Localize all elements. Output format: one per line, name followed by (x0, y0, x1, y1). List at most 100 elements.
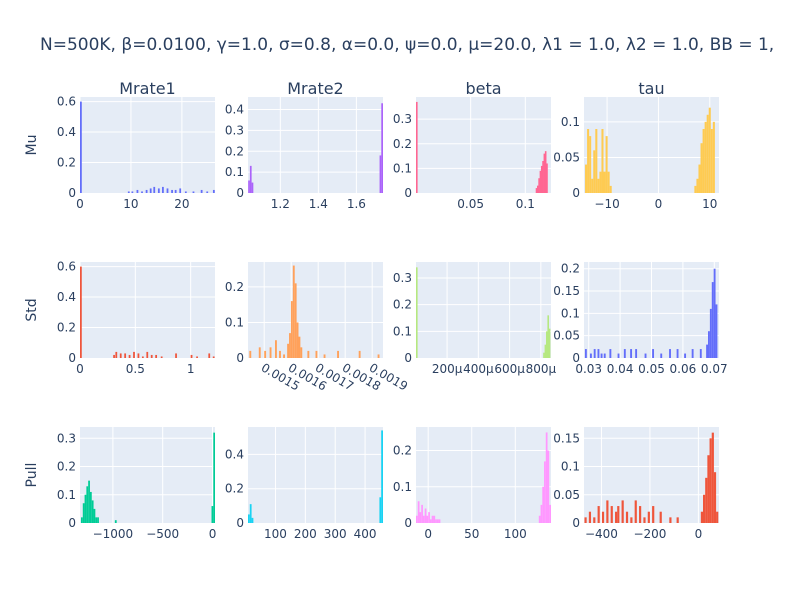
histogram-bar (258, 347, 261, 358)
histogram-bar (588, 511, 592, 523)
histogram-bar (175, 353, 177, 358)
histogram-bar (589, 353, 592, 358)
histogram-bar (89, 491, 92, 523)
histogram-bar (684, 353, 687, 358)
y-tick-label: 0 (236, 351, 244, 365)
x-tick-label: 800µ (526, 362, 557, 376)
y-tick-label: 0.2 (561, 262, 580, 276)
y-tick-label: 0.1 (393, 480, 412, 494)
histogram-bar (535, 188, 538, 193)
histogram-bar (676, 517, 679, 523)
histogram-bar (705, 477, 708, 523)
histogram-bar (643, 517, 646, 523)
histogram-bar (162, 186, 164, 193)
x-tick-label: 0.07 (701, 362, 728, 376)
histogram-bar (166, 188, 169, 193)
histogram-bar (709, 308, 712, 358)
y-tick-label: 0.2 (393, 137, 412, 151)
histogram-bar (337, 350, 339, 358)
y-tick-label: 0.3 (393, 271, 412, 285)
panel-std-mrate1: 0 0.2 0.4 0.6 0 0.5 1 (57, 260, 215, 376)
histogram-bar (716, 511, 719, 523)
histogram-bar (538, 515, 541, 523)
panel-background (416, 427, 551, 523)
bars (416, 267, 551, 358)
bars (585, 107, 715, 193)
histogram-bar (145, 189, 148, 193)
histogram-bar (212, 189, 215, 193)
histogram-bar (547, 450, 550, 523)
histogram-bar (669, 517, 672, 523)
figure-title: N=500K, β=0.0100, γ=1.0, σ=0.8, α=0.0, ψ… (40, 35, 774, 55)
histogram-bar (660, 353, 663, 358)
x-tick-label: 0 (76, 197, 84, 211)
x-tick-label: 400µ (463, 362, 494, 376)
x-tick-label: 300 (324, 527, 347, 541)
histogram-bar (93, 508, 96, 523)
histogram-bar (601, 511, 605, 523)
x-tick-label: −500 (146, 527, 179, 541)
y-tick-label: 0 (572, 186, 580, 200)
y-tick-label: 0 (68, 516, 76, 530)
histogram-bar (436, 519, 439, 523)
histogram-bar (601, 129, 604, 193)
histogram-bar (275, 340, 277, 358)
x-tick-label: 0.05 (638, 362, 665, 376)
histogram-bar (585, 164, 588, 193)
y-tick-label: 0.6 (57, 95, 76, 109)
histogram-bar (708, 331, 710, 358)
histogram-bar (610, 506, 613, 523)
histogram-bar (137, 353, 140, 358)
histogram-bar (249, 504, 252, 523)
histogram-bar (635, 349, 638, 358)
bars (248, 430, 383, 523)
column-title-beta: beta (465, 79, 501, 98)
histogram-bar (630, 517, 633, 523)
y-tick-label: 0.4 (225, 447, 244, 461)
histogram-bar (435, 519, 437, 523)
bars (249, 265, 380, 358)
x-tick-label: 50 (464, 527, 479, 541)
bars (416, 101, 548, 193)
row-label-mu: Mu (24, 135, 40, 156)
histogram-bar (416, 101, 418, 193)
histogram-bar (609, 349, 612, 358)
y-tick-label: 0 (404, 516, 412, 530)
y-tick-label: 0.2 (57, 460, 76, 474)
histogram-bar (149, 188, 152, 193)
histogram-bar (136, 189, 139, 193)
panel-background (416, 262, 551, 358)
histogram-bar (652, 349, 655, 358)
histogram-bar (694, 185, 697, 193)
histogram-bar (296, 322, 299, 358)
y-tick-label: 0.1 (393, 324, 412, 338)
x-tick-label: 0 (76, 362, 84, 376)
histogram-bar (606, 500, 609, 523)
x-tick-label: 200 (294, 527, 317, 541)
histogram-bar (174, 189, 177, 193)
histogram-bar (634, 500, 637, 523)
y-tick-label: 0.1 (561, 306, 580, 320)
x-tick-label: 0 (655, 197, 663, 211)
histogram-bar (593, 150, 596, 193)
bars (248, 103, 383, 193)
histogram-bar (381, 103, 383, 193)
x-tick-label: 0.1 (516, 197, 535, 211)
histogram-bar (542, 161, 544, 193)
y-tick-label: 0 (572, 351, 580, 365)
histogram-bar (713, 268, 716, 358)
histogram-bar (703, 494, 706, 523)
panel-pull-mrate1: 0 0.1 0.2 0.3 −1000 −500 0 (57, 427, 216, 541)
histogram-bar (150, 354, 153, 358)
y-tick-label: 0.1 (393, 161, 412, 175)
histogram-bar (669, 349, 671, 358)
y-tick-label: 0.1 (561, 115, 580, 129)
histogram-bar (417, 501, 420, 523)
bars (416, 432, 551, 523)
histogram-bar (289, 333, 291, 358)
histogram-bar (644, 353, 647, 358)
histogram-bar (124, 353, 127, 358)
histogram-bar (676, 349, 679, 358)
